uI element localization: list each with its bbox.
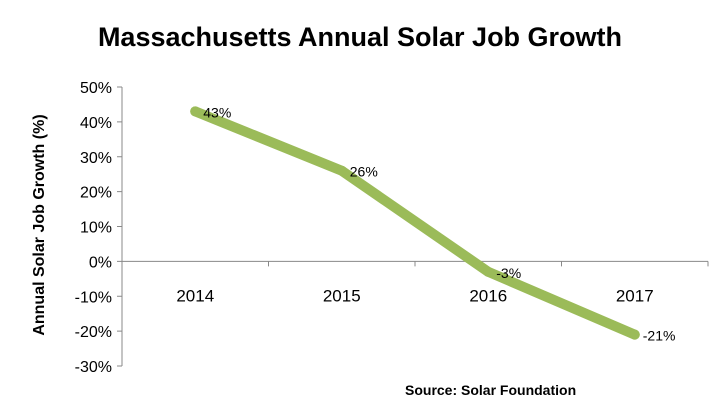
data-label: 43% — [203, 104, 231, 120]
x-tick-label: 2014 — [176, 286, 214, 305]
data-label: -21% — [643, 328, 676, 344]
x-tick-label: 2017 — [616, 286, 654, 305]
y-tick-label: 20% — [80, 185, 112, 202]
data-point — [336, 165, 347, 176]
data-point — [629, 329, 640, 340]
y-tick-label: -30% — [75, 359, 112, 376]
series-line — [190, 106, 640, 340]
y-tick-label: 0% — [89, 254, 112, 271]
data-point — [483, 266, 494, 277]
y-tick-label: -20% — [75, 324, 112, 341]
data-label: 26% — [350, 164, 378, 180]
y-tick-label: 50% — [80, 80, 112, 97]
x-tick-label: 2016 — [469, 286, 507, 305]
x-tick-label: 2015 — [323, 286, 361, 305]
y-tick-label: 30% — [80, 150, 112, 167]
source-note: Source: Solar Foundation — [405, 382, 577, 398]
y-tick-label: -10% — [75, 289, 112, 306]
chart-title: Massachusetts Annual Solar Job Growth — [97, 22, 623, 52]
data-label: -3% — [496, 265, 521, 281]
y-tick-label: 40% — [80, 115, 112, 132]
y-tick-label: 10% — [80, 220, 112, 237]
data-point — [190, 106, 201, 117]
